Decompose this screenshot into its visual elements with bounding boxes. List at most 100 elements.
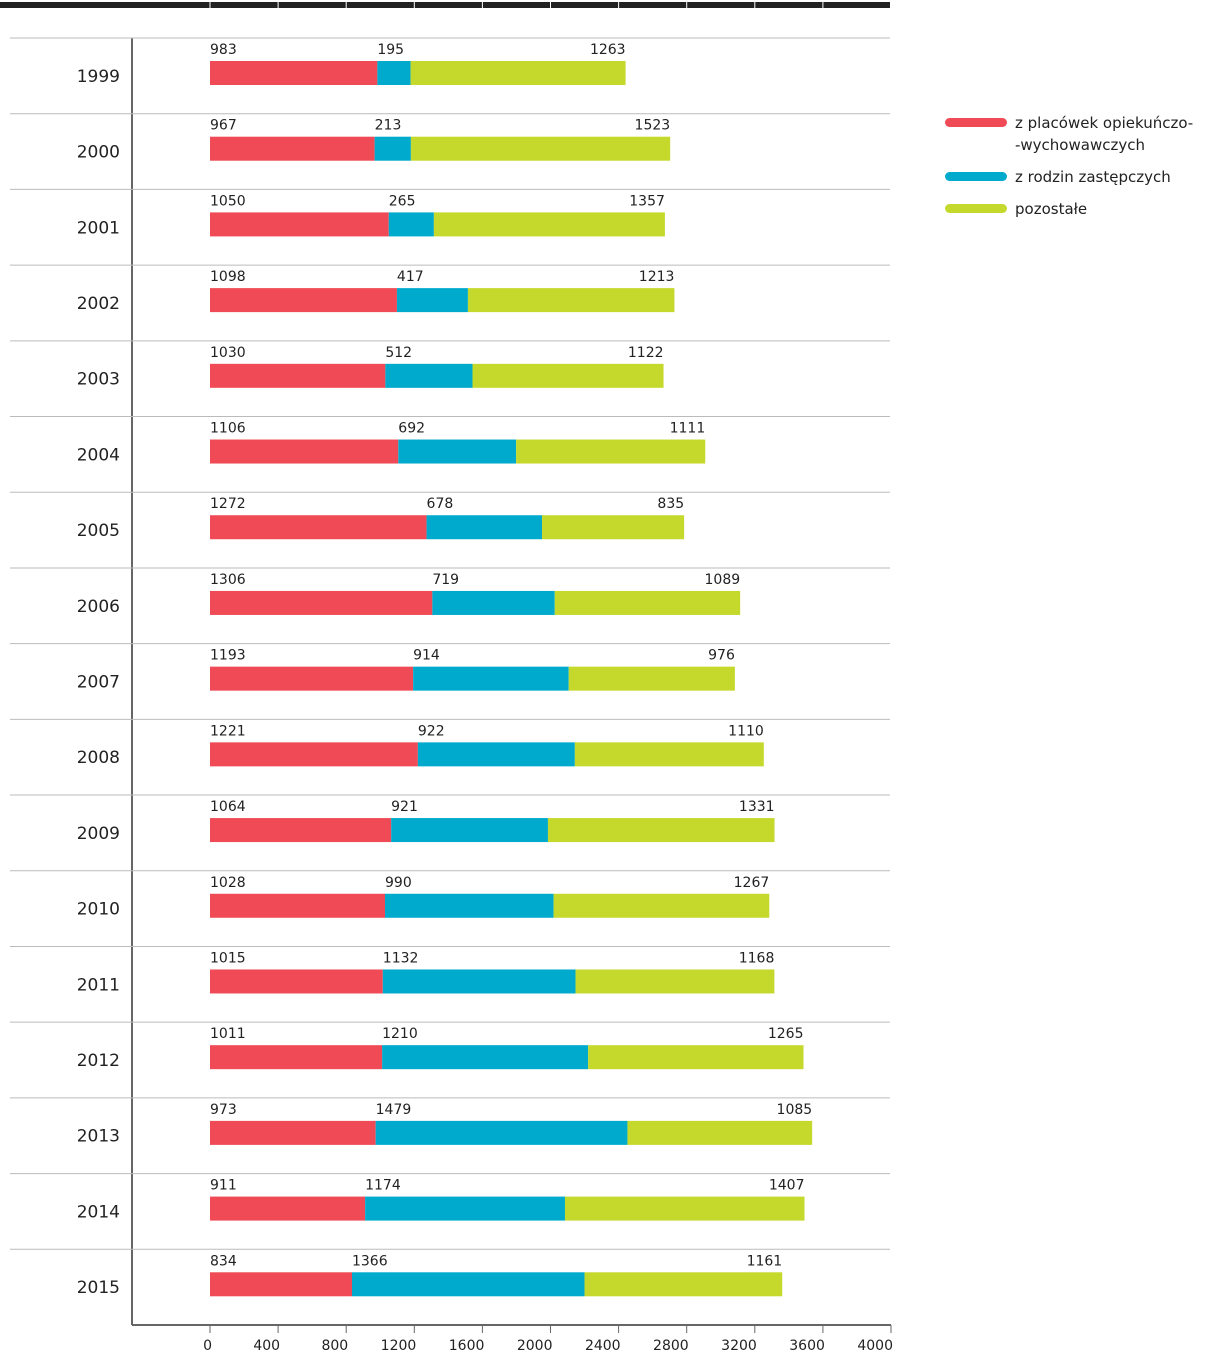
value-label: 967 <box>210 118 237 134</box>
legend-label: z rodzin zastępczych <box>1015 168 1171 186</box>
legend-item: pozostałe <box>945 198 1193 220</box>
chart: 0 400 800 1200 1600 2000 2400 2800 3200 3600 4000 1… <box>0 2 893 1354</box>
value-label: 692 <box>398 421 425 437</box>
bar-segment <box>541 515 685 540</box>
bar-segment <box>210 1196 366 1221</box>
bar-segment <box>432 590 555 615</box>
y-tick-label: 2010 <box>77 900 120 920</box>
x-tick-label: 2000 <box>517 1338 553 1354</box>
legend-label: pozostałe <box>1015 200 1088 218</box>
bar-segment <box>210 893 386 918</box>
top-bar <box>0 2 890 8</box>
value-label: 417 <box>397 269 424 285</box>
value-label: 1015 <box>210 950 246 966</box>
bar-segment <box>568 666 735 691</box>
x-tick-label: 4000 <box>857 1338 893 1354</box>
bar-segment <box>210 515 427 540</box>
bar-segment <box>382 969 576 994</box>
value-label: 195 <box>377 42 404 58</box>
bar-segment <box>377 61 411 85</box>
value-label: 1064 <box>210 799 246 815</box>
bar-segment <box>433 212 665 237</box>
value-label: 990 <box>385 875 412 891</box>
value-label: 922 <box>418 723 445 739</box>
bar-segment <box>575 969 775 994</box>
value-label: 265 <box>389 193 416 209</box>
value-label: 1407 <box>769 1178 805 1194</box>
bar-segment <box>388 212 434 237</box>
value-label: 1366 <box>352 1253 388 1269</box>
bar-segment <box>210 666 414 691</box>
y-tick-label: 2012 <box>77 1051 120 1071</box>
value-label: 1132 <box>383 950 419 966</box>
bar-segment <box>584 1272 783 1297</box>
bar-segment <box>385 893 554 918</box>
legend-swatch <box>945 204 1007 213</box>
value-label: 1089 <box>705 572 741 588</box>
bar-segment <box>413 666 569 691</box>
value-label: 1174 <box>365 1178 401 1194</box>
legend-item: z rodzin zastępczych <box>945 166 1193 188</box>
bar-segment <box>375 1120 628 1145</box>
y-tick-label: 2005 <box>77 521 120 541</box>
value-label: 213 <box>375 118 402 134</box>
bar-segment <box>410 136 671 161</box>
value-label: 1085 <box>777 1102 813 1118</box>
bar-segment <box>385 363 473 388</box>
y-tick-label: 2007 <box>77 673 120 693</box>
bar-segment <box>516 439 706 464</box>
value-label: 921 <box>391 799 418 815</box>
value-label: 1106 <box>210 421 246 437</box>
bar-segment <box>210 969 383 994</box>
bar-segment <box>627 1120 813 1145</box>
value-label: 1028 <box>210 875 246 891</box>
y-tick-label: 2003 <box>77 370 120 390</box>
x-tick-label: 1200 <box>381 1338 417 1354</box>
legend-item: z placówek opiekuńczo- -wychowawczych <box>945 112 1193 156</box>
value-label: 1030 <box>210 345 246 361</box>
bar-segment <box>564 1196 805 1221</box>
value-label: 1523 <box>635 118 671 134</box>
bar-segment <box>365 1196 565 1221</box>
value-label: 911 <box>210 1178 237 1194</box>
x-tick-label: 0 <box>203 1338 212 1354</box>
value-label: 1357 <box>629 193 665 209</box>
value-label: 1221 <box>210 723 246 739</box>
bar-segment <box>574 742 764 767</box>
value-label: 512 <box>385 345 412 361</box>
value-label: 1263 <box>590 42 626 58</box>
bar-segment <box>210 288 397 313</box>
value-label: 1210 <box>382 1026 418 1042</box>
value-label: 1050 <box>210 193 246 209</box>
legend-swatch <box>945 172 1007 181</box>
bar-segment <box>210 363 386 388</box>
bar-segment <box>210 136 375 161</box>
value-label: 973 <box>210 1102 237 1118</box>
bar-segment <box>210 1120 376 1145</box>
value-label: 1111 <box>670 421 706 437</box>
value-label: 835 <box>657 496 684 512</box>
value-label: 1168 <box>739 950 775 966</box>
bar-segment <box>472 363 664 388</box>
value-label: 1213 <box>639 269 675 285</box>
value-label: 976 <box>708 648 735 664</box>
value-label: 1306 <box>210 572 246 588</box>
bar-segment <box>210 742 418 767</box>
y-tick-label: 2015 <box>77 1278 120 1298</box>
value-label: 1331 <box>739 799 775 815</box>
bar-segment <box>210 1045 383 1070</box>
value-label: 719 <box>432 572 459 588</box>
bar-segment <box>351 1272 585 1297</box>
value-label: 1272 <box>210 496 246 512</box>
value-label: 1161 <box>747 1253 783 1269</box>
x-tick-label: 800 <box>321 1338 348 1354</box>
value-label: 1011 <box>210 1026 246 1042</box>
value-label: 834 <box>210 1253 237 1269</box>
bar-segment <box>396 288 468 313</box>
value-label: 1479 <box>376 1102 412 1118</box>
value-label: 914 <box>413 648 440 664</box>
y-tick-label: 2008 <box>77 748 120 768</box>
x-tick-label: 2400 <box>585 1338 621 1354</box>
bar-segment <box>554 590 741 615</box>
